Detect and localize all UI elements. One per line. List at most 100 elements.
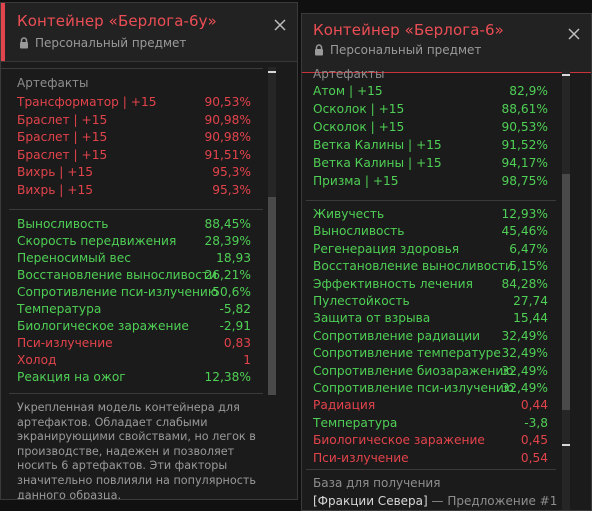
stat-value: 90,98%	[204, 130, 251, 145]
item-subtitle: Персональный предмет	[19, 36, 186, 52]
stat-row: Биологическое заражение -2,91	[17, 319, 251, 336]
stat-label: Ветка Калины | +15	[313, 156, 442, 170]
scrollbar[interactable]	[268, 67, 276, 395]
item-subtitle: Персональный предмет	[314, 43, 481, 59]
stat-row: Браслет | +15 90,98%	[17, 113, 251, 130]
source-offer: — Предложение #1	[427, 494, 558, 508]
item-title: Контейнер «Берлога-6»	[313, 21, 504, 39]
stat-label: Радиация	[313, 398, 376, 413]
stat-row: Холод 1	[17, 353, 251, 370]
stat-label: Пси-излучение	[17, 336, 113, 350]
stat-value: 95,3%	[212, 165, 251, 180]
stat-value: 32,49%	[501, 381, 548, 395]
divider	[9, 393, 263, 394]
subtitle-text: Персональный предмет	[330, 43, 482, 57]
stat-row: Вихрь | +15 95,3%	[17, 165, 251, 182]
item-description: Укрепленная модель контейнера для артефа…	[17, 401, 256, 500]
stat-row: Браслет | +15 90,98%	[17, 130, 251, 147]
stat-value: 26,21%	[204, 268, 251, 282]
stat-row: Температура -3,8	[313, 416, 548, 433]
stat-row: Осколок | +15 88,61%	[313, 102, 548, 119]
stat-label: Температура	[17, 302, 102, 316]
stat-row: Пси-излучение 0,54	[313, 451, 548, 468]
stat-value: 91,52%	[501, 138, 548, 152]
close-icon[interactable]	[273, 17, 287, 31]
stat-label: Осколок | +15	[313, 102, 405, 116]
stat-label: Температура	[313, 415, 398, 430]
stat-row: Выносливость 88,45%	[17, 217, 251, 234]
scrollbar-thumb[interactable]	[268, 197, 276, 395]
stat-label: Сопротивление биозаражению	[313, 363, 514, 378]
stat-row: Сопротивление радиации 32,49%	[313, 329, 548, 346]
stat-value: 15,44	[513, 311, 548, 326]
stat-row: Сопротивление пси-излучению 50,6%	[17, 285, 251, 302]
stat-row: Вихрь | +15 95,3%	[17, 183, 251, 200]
stat-value: 32,49%	[501, 328, 548, 343]
stat-value: 0,54	[520, 450, 548, 465]
stat-value: 45,46%	[501, 224, 548, 239]
stat-label: Выносливость	[313, 224, 405, 239]
stat-value: 95,3%	[212, 183, 251, 197]
scrollbar-top-marker	[562, 74, 570, 76]
stat-label: Браслет | +15	[17, 147, 108, 162]
stat-label: Трансформатор | +15	[17, 95, 157, 109]
stat-label: Вихрь | +15	[17, 165, 93, 180]
artifacts-section-title: Артефакты	[17, 76, 89, 90]
stat-row: Ветка Калины | +15 91,52%	[313, 138, 548, 155]
stat-value: 91,51%	[204, 147, 251, 162]
stat-value: 88,61%	[501, 102, 548, 116]
close-icon[interactable]	[567, 26, 581, 40]
source-faction: [Фракции Севера]	[313, 494, 428, 508]
stat-row: Сопротивление пси-излучению 32,49%	[313, 381, 548, 398]
stat-row: Осколок | +15 90,53%	[313, 120, 548, 137]
stat-value: 32,49%	[501, 346, 548, 361]
stat-label: Реакция на ожог	[17, 370, 126, 384]
stat-label: Эффективность лечения	[313, 276, 473, 291]
stat-label: Сопротивление радиации	[313, 328, 481, 343]
lock-icon	[314, 44, 324, 59]
stat-label: Выносливость	[17, 217, 109, 231]
stat-row: Ветка Калины | +15 94,17%	[313, 156, 548, 173]
stat-label: Вихрь | +15	[17, 183, 93, 197]
divider	[9, 209, 263, 210]
tooltip-header: Контейнер «Берлога-6» Персональный предм…	[302, 14, 591, 73]
stat-value: 1	[243, 353, 251, 367]
stat-value: 90,98%	[204, 112, 251, 127]
lock-icon	[19, 37, 29, 52]
stat-row: Сопротивление температуре 32,49%	[313, 346, 548, 363]
scrollbar-top-marker	[268, 71, 276, 73]
stat-row: Сопротивление биозаражению 32,49%	[313, 364, 548, 381]
stat-value: -3,8	[524, 415, 548, 430]
stat-value: 82,9%	[509, 84, 548, 98]
stat-label: Пси-излучение	[313, 450, 409, 465]
scrollbar[interactable]	[562, 70, 570, 510]
stat-value: 98,75%	[501, 174, 548, 188]
stat-value: 0,83	[223, 336, 251, 350]
stat-value: 12,93%	[501, 207, 548, 221]
stat-value: 32,49%	[501, 363, 548, 378]
stat-value: 88,45%	[204, 217, 251, 231]
stat-label: Регенерация здоровья	[313, 241, 460, 256]
stat-label: Атом | +15	[313, 84, 383, 98]
stat-row: Живучесть 12,93%	[313, 207, 548, 224]
stat-label: Сопротивление пси-излучению	[17, 285, 219, 299]
stat-value: -2,91	[219, 319, 251, 333]
stat-label: Сопротивление пси-излучению	[313, 381, 515, 395]
divider	[306, 200, 556, 201]
stat-label: Защита от взрыва	[313, 311, 431, 326]
stat-row: Защита от взрыва 15,44	[313, 311, 548, 328]
stat-label: Пулестойкость	[313, 294, 410, 308]
stat-label: Биологическое заражение	[17, 319, 189, 333]
stat-row: Восстановление выносливости 26,21%	[17, 268, 251, 285]
stat-row: Трансформатор | +15 90,53%	[17, 95, 251, 112]
stat-value: 0,44	[520, 398, 548, 413]
stat-row: Пси-излучение 0,83	[17, 336, 251, 353]
artifacts-section-title: Артефакты	[313, 67, 385, 81]
stat-label: Живучесть	[313, 207, 385, 221]
stat-row: Радиация 0,44	[313, 398, 548, 415]
divider	[306, 469, 556, 470]
item-tooltip-right: Контейнер «Берлога-6» Персональный предм…	[301, 13, 592, 511]
stat-row: Переносимый вес 18,93	[17, 251, 251, 268]
scrollbar-thumb[interactable]	[562, 174, 570, 410]
stat-label: Призма | +15	[313, 174, 399, 188]
